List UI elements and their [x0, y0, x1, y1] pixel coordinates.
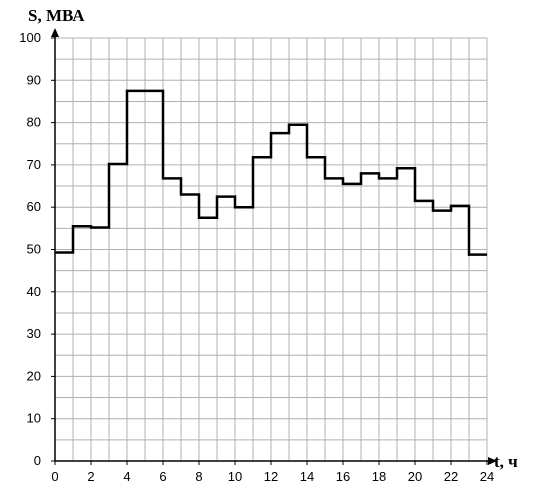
x-axis-title: t, ч	[494, 452, 518, 471]
x-tick-label: 12	[264, 469, 278, 484]
x-tick-label: 4	[123, 469, 130, 484]
y-tick-label: 30	[27, 326, 41, 341]
y-tick-label: 100	[19, 30, 41, 45]
x-tick-label: 22	[444, 469, 458, 484]
x-tick-label: 16	[336, 469, 350, 484]
x-tick-label: 20	[408, 469, 422, 484]
y-tick-label: 80	[27, 115, 41, 130]
y-axis-title: S, МВА	[28, 6, 85, 25]
y-tick-label: 10	[27, 411, 41, 426]
y-tick-label: 90	[27, 72, 41, 87]
x-tick-label: 6	[159, 469, 166, 484]
x-tick-label: 2	[87, 469, 94, 484]
x-tick-label: 0	[51, 469, 58, 484]
x-tick-label: 10	[228, 469, 242, 484]
series-step-line	[55, 89, 487, 256]
y-axis-arrow	[51, 28, 59, 37]
x-tick-label: 18	[372, 469, 386, 484]
y-tick-label: 60	[27, 199, 41, 214]
y-tick-label: 50	[27, 242, 41, 257]
y-tick-label: 70	[27, 157, 41, 172]
x-tick-label: 14	[300, 469, 314, 484]
y-tick-label: 20	[27, 368, 41, 383]
x-tick-label: 8	[195, 469, 202, 484]
x-tick-label: 24	[480, 469, 494, 484]
y-tick-label: 40	[27, 284, 41, 299]
y-tick-label: 0	[34, 453, 41, 468]
x-axis-arrow	[488, 457, 497, 465]
